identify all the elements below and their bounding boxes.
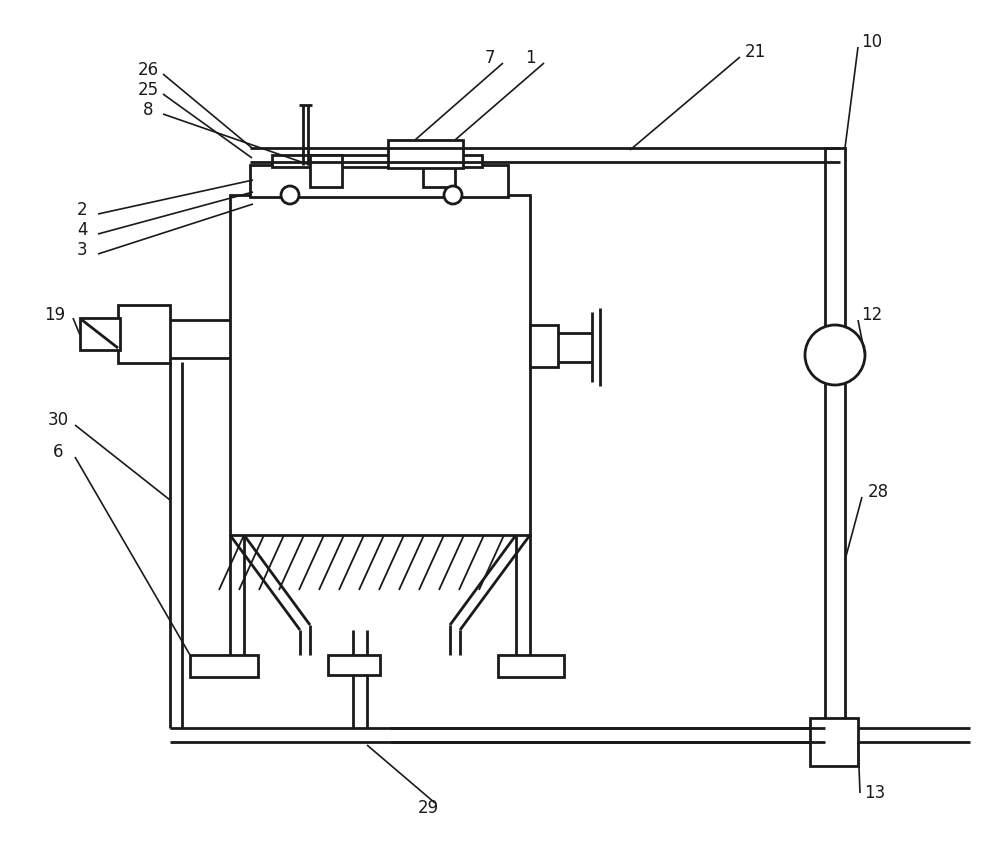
Bar	[250, 165, 508, 197]
Text: 21: 21	[744, 43, 766, 61]
Circle shape	[444, 186, 462, 204]
Text: 13: 13	[864, 784, 886, 802]
Bar	[272, 155, 482, 167]
Text: 4: 4	[77, 221, 87, 239]
Bar	[498, 655, 564, 677]
Text: 12: 12	[861, 306, 883, 324]
Bar	[388, 140, 463, 168]
Text: 8: 8	[143, 101, 153, 119]
Bar	[310, 155, 342, 187]
Bar	[423, 155, 455, 187]
Text: 28: 28	[867, 483, 889, 501]
Text: 25: 25	[137, 81, 159, 99]
Circle shape	[805, 325, 865, 385]
Text: 7: 7	[485, 49, 495, 67]
Text: 29: 29	[417, 799, 439, 817]
Circle shape	[281, 186, 299, 204]
Text: 3: 3	[77, 241, 87, 259]
Bar	[80, 318, 120, 350]
Text: 30: 30	[47, 411, 69, 429]
Bar	[530, 325, 558, 367]
Text: 10: 10	[861, 33, 883, 51]
Bar	[190, 655, 258, 677]
Bar	[825, 148, 845, 738]
Text: 19: 19	[44, 306, 66, 324]
Text: 6: 6	[53, 443, 63, 461]
Bar	[328, 655, 380, 675]
Bar	[810, 718, 858, 766]
Text: 2: 2	[77, 201, 87, 219]
Bar	[230, 195, 530, 535]
Text: 26: 26	[137, 61, 159, 79]
Text: 1: 1	[525, 49, 535, 67]
Bar	[118, 305, 170, 363]
